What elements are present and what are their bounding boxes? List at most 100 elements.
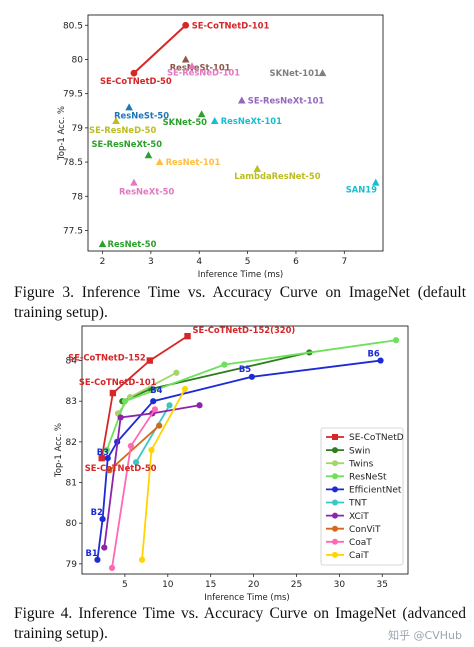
fig3-point-se-resned-101 <box>188 62 196 70</box>
fig3-point-se-resned-50 <box>112 117 120 125</box>
fig4-xtick-label: 20 <box>248 580 260 590</box>
fig4-legend-marker-efficientnet <box>332 486 338 493</box>
fig4-point-se-cotnetd <box>109 389 117 397</box>
fig4-legend-label-swin: Swin <box>349 446 370 456</box>
fig4-legend-label-efficientnet: EfficientNet <box>349 486 402 496</box>
fig4-legend-marker-resnest <box>332 473 338 480</box>
fig4-point-xcit <box>117 414 124 421</box>
fig4-xtick-label: 15 <box>205 580 216 590</box>
fig4-point-tnt <box>132 459 140 466</box>
fig4-legend-label-twins: Twins <box>348 459 374 469</box>
fig3-label-resnet-50: ResNet-50 <box>108 239 157 249</box>
fig4-series-xcit-line <box>103 404 200 548</box>
fig3-label-resnest-50: ResNeSt-50 <box>114 110 169 120</box>
fig4-legend-marker-swin <box>332 447 338 454</box>
fig4-annotation-b5: B5 <box>239 364 251 374</box>
fig4-point-coat <box>108 564 116 572</box>
fig4-point-xcit <box>101 544 108 551</box>
fig4-legend-marker-se-cotnetd <box>332 434 338 440</box>
fig4-xtick-label: 5 <box>122 580 128 590</box>
fig3-label-se-cotnetd-101: SE-CoTNetD-101 <box>192 20 270 30</box>
fig3-xtick-label: 6 <box>293 257 299 267</box>
fig3-point-resnest-101 <box>181 55 190 63</box>
fig4-legend-label-convit: ConViT <box>349 525 381 535</box>
fig4-point-resnest <box>221 361 228 368</box>
fig4-legend-label-se-cotnetd: SE-CoTNetD <box>349 433 404 443</box>
chart-inference-advanced: 5 10 15 20 25 30 35 79 80 81 82 83 84 Inference Time … <box>54 325 409 603</box>
fig3-y-axis-label: Top-1 Acc. % <box>57 106 67 161</box>
fig4-legend-label-coat: CoaT <box>349 538 372 548</box>
fig3-ytick-label: 78 <box>72 192 84 202</box>
caption-figure-3: Figure 3. Inference Time vs. Accuracy Cu… <box>14 284 466 321</box>
fig4-point-resnest <box>121 398 128 405</box>
fig3-xtick-label: 4 <box>196 257 202 267</box>
fig4-legend-marker-twins <box>332 460 338 467</box>
fig4-point-cait <box>181 385 189 393</box>
fig4-plot-frame <box>81 325 409 575</box>
fig4-legend-marker-tnt <box>332 499 338 506</box>
fig4-annotation-b4: B4 <box>150 385 162 395</box>
fig3-ytick-label: 78.5 <box>63 158 83 168</box>
fig4-series-resnest-line <box>106 339 397 451</box>
fig4-x-axis-label: Inference Time (ms) <box>204 593 290 603</box>
fig4-point-se-cotnetd <box>146 357 153 364</box>
fig4-series-se-cotnetd-line <box>100 335 189 459</box>
fig3-se-cotnetd-line <box>133 24 187 74</box>
fig3-point-se-resnext-50 <box>144 151 153 159</box>
fig4-ytick-label: 80 <box>66 519 78 529</box>
fig3-label-resnest-101: ResNeSt-101 <box>170 62 231 72</box>
fig3-ytick-label: 79.5 <box>63 90 83 100</box>
fig4-series-convit-line <box>108 424 160 471</box>
fig4-point-coat <box>127 442 134 450</box>
fig4-point-efficientnet <box>104 455 111 462</box>
fig4-legend-label-cait: CaiT <box>349 551 369 561</box>
caption-figure-4: Figure 4. Inference Time vs. Accuracy Cu… <box>14 605 466 642</box>
fig4-annotation-se-cotnetd-101: SE-CoTNetD-101 <box>79 377 157 387</box>
fig3-label-se-resnext-50: SE-ResNeXt-50 <box>91 139 162 149</box>
chart-inference-default: 2 3 4 5 6 7 77.5 78 78.5 79 79.5 80 80.5 Inference Ti… <box>57 14 384 280</box>
fig4-point-efficientnet <box>248 373 255 380</box>
fig4-point-efficientnet <box>99 516 106 523</box>
fig3-label-sknet-101: SKNet-101 <box>270 68 320 78</box>
fig3-x-axis-label: Inference Time (ms) <box>198 270 284 280</box>
fig4-point-se-cotnetd <box>184 332 191 340</box>
fig3-point-resnext-50 <box>130 178 138 186</box>
fig3-xtick-label: 2 <box>100 257 106 267</box>
fig3-point-se-cotnetd-50 <box>130 69 138 77</box>
fig4-point-cait <box>138 556 146 563</box>
fig4-annotation-b6: B6 <box>368 349 380 359</box>
fig4-point-se-cotnetd <box>98 454 105 462</box>
fig4-legend-label-xcit: XCiT <box>349 512 369 522</box>
fig4-legend-marker-xcit <box>332 512 338 519</box>
fig3-point-resnest-50 <box>125 103 133 111</box>
fig3-point-resnet-50 <box>98 240 107 248</box>
fig4-ytick-label: 83 <box>66 397 77 407</box>
fig4-series-tnt-line <box>135 404 171 463</box>
fig3-label-lambdaresnet-50: LambdaResNet-50 <box>234 171 320 181</box>
fig4-point-coat <box>151 406 159 413</box>
fig4-y-axis-label: Top-1 Acc. % <box>54 423 64 478</box>
watermark: 知乎 @CVHub <box>388 629 462 642</box>
fig4-annotation-se-cotnetd-152-320: SE-CoTNetD-152(320) <box>193 325 296 335</box>
fig3-point-se-resnext-101 <box>237 96 246 104</box>
fig4-legend-marker-coat <box>332 538 338 545</box>
fig4-point-efficientnet <box>94 556 101 563</box>
fig4-point-resnest <box>392 337 400 344</box>
fig3-ytick-label: 80.5 <box>63 21 83 31</box>
fig4-ytick-label: 84 <box>66 357 78 367</box>
fig4-point-efficientnet <box>150 398 157 405</box>
fig3-point-lambdaresnet-50 <box>253 164 262 172</box>
fig4-annotation-se-cotnetd-152: SE-CoTNetD-152 <box>68 353 146 363</box>
fig4-annotation-b1: B1 <box>85 548 97 558</box>
fig3-xtick-label: 7 <box>341 257 347 267</box>
fig3-point-sknet-50 <box>197 110 206 118</box>
fig4-annotation-b2: B2 <box>91 507 103 517</box>
fig3-xtick-label: 3 <box>148 257 154 267</box>
fig4-point-xcit <box>196 402 203 409</box>
fig4-xtick-label: 35 <box>377 580 388 590</box>
fig3-label-se-resnext-101: SE-ResNeXt-101 <box>248 96 325 106</box>
fig4-legend-marker-cait <box>332 551 338 558</box>
fig4-point-tnt <box>166 402 173 409</box>
fig4-ytick-label: 79 <box>66 560 78 570</box>
fig3-label-san19: SAN19 <box>346 185 377 195</box>
